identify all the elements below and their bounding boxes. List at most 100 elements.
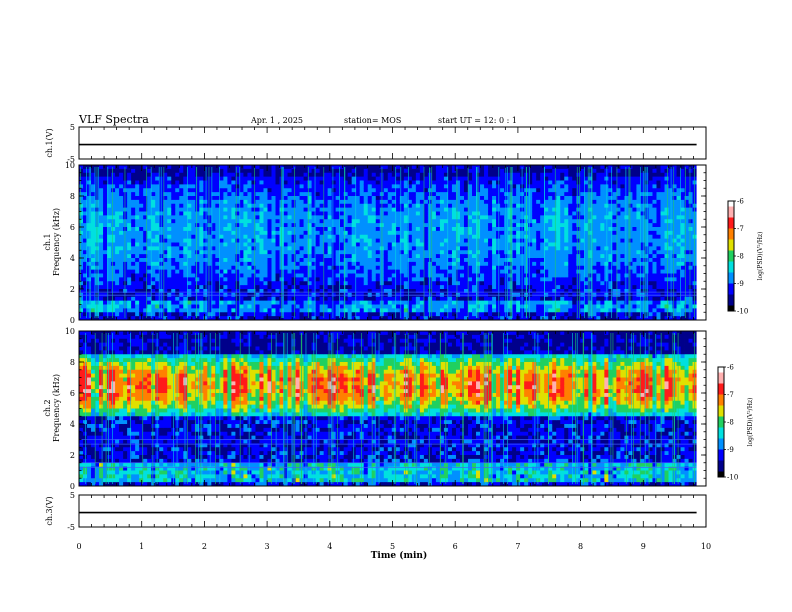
spectrogram-cell xyxy=(447,273,453,278)
spectrogram-cell xyxy=(123,308,128,313)
spectrogram-cell xyxy=(468,238,473,243)
spectrogram-cell xyxy=(484,254,489,259)
spectrogram-cell xyxy=(472,304,477,309)
spectrogram-cell xyxy=(480,192,485,197)
spectrogram-cell xyxy=(387,300,393,305)
spectrogram-cell xyxy=(271,199,276,205)
spectrogram-cell xyxy=(123,289,128,294)
spectrogram-cell xyxy=(183,273,188,278)
spectrogram-cell xyxy=(239,192,244,197)
spectrogram-cell xyxy=(183,254,188,259)
spectrogram-cell xyxy=(259,242,264,247)
spectrogram-cell xyxy=(167,184,172,189)
spectrogram-cell xyxy=(415,192,421,197)
spectrogram-cell xyxy=(199,234,204,240)
spectrogram-cell xyxy=(443,304,449,309)
spectrogram-cell xyxy=(431,165,437,170)
spectrogram-cell xyxy=(279,176,284,181)
spectrogram-cell xyxy=(179,207,184,212)
spectrogram-cell xyxy=(367,277,373,282)
spectrogram-cell xyxy=(472,269,477,274)
spectrogram-cell xyxy=(492,277,497,282)
spectrogram-cell xyxy=(484,300,489,305)
spectrogram-cell xyxy=(323,281,329,286)
spectrogram-cell xyxy=(175,285,180,290)
spectrogram-cell xyxy=(435,254,441,259)
spectrogram-cell xyxy=(215,289,220,294)
spectrogram-cell xyxy=(187,192,192,197)
spectrogram-cell xyxy=(323,215,329,220)
spectrogram-cell xyxy=(107,254,112,259)
spectrogram-cell xyxy=(387,281,393,286)
spectrogram-cell xyxy=(175,254,180,259)
spectrogram-cell xyxy=(135,304,140,309)
spectrogram-cell xyxy=(235,192,240,197)
spectrogram-cell xyxy=(455,254,461,259)
spectrogram-cell xyxy=(251,165,256,170)
spectrogram-cell xyxy=(115,172,120,178)
spectrogram-cell xyxy=(391,265,397,271)
spectrogram-cell xyxy=(239,180,244,185)
spectrogram-cell xyxy=(203,176,208,181)
spectrogram-cell xyxy=(155,215,160,220)
spectrogram-cell xyxy=(163,312,168,317)
spectrogram-cell xyxy=(267,250,272,255)
spectrogram-cell xyxy=(303,199,308,205)
spectrogram-cell xyxy=(419,277,425,282)
spectrogram-cell xyxy=(488,207,493,212)
spectrogram-cell xyxy=(451,273,457,278)
spectrogram-cell xyxy=(564,188,569,193)
spectrogram-cell xyxy=(488,250,493,255)
spectrogram-cell xyxy=(203,273,208,278)
spectrogram-cell xyxy=(103,265,108,271)
spectrogram-cell xyxy=(512,281,517,286)
spectrogram-cell xyxy=(516,250,521,255)
spectrogram-cell xyxy=(536,308,541,313)
spectrogram-cell xyxy=(187,277,192,282)
spectrogram-cell xyxy=(472,172,477,178)
spectrogram-cell xyxy=(259,203,264,209)
spectrogram-cell xyxy=(167,316,172,321)
spectrogram-cell xyxy=(403,211,409,216)
spectrogram-cell xyxy=(175,188,180,193)
spectrogram-cell xyxy=(335,180,341,185)
spectrogram-cell xyxy=(395,165,401,170)
spectrogram-cell xyxy=(556,172,561,178)
spectrogram-cell xyxy=(347,316,353,321)
spectrogram-cell xyxy=(279,265,284,271)
spectrogram-cell xyxy=(231,234,236,240)
spectrogram-cell xyxy=(235,312,240,317)
spectrogram-cell xyxy=(455,250,461,255)
spectrogram-cell xyxy=(383,196,389,201)
spectrogram-cell xyxy=(516,316,521,321)
spectrogram-cell xyxy=(99,188,104,193)
spectrogram-cell xyxy=(488,184,493,189)
spectrogram-cell xyxy=(275,207,280,212)
spectrogram-cell xyxy=(203,230,208,236)
spectrogram-cell xyxy=(99,196,104,201)
spectrogram-cell xyxy=(279,196,284,201)
spectrogram-cell xyxy=(516,304,521,309)
spectrogram-cell xyxy=(115,281,120,286)
spectrogram-cell xyxy=(199,180,204,185)
spectrogram-cell xyxy=(139,289,144,294)
spectrogram-cell xyxy=(179,196,184,201)
spectrogram-cell xyxy=(303,192,308,197)
spectrogram-cell xyxy=(239,269,244,274)
spectrogram-cell xyxy=(207,184,212,189)
spectrogram-cell xyxy=(375,192,381,197)
spectrogram-cell xyxy=(291,304,296,309)
spectrogram-cell xyxy=(496,312,501,317)
spectrogram-cell xyxy=(91,199,96,205)
spectrogram-cell xyxy=(295,258,300,263)
spectrogram-cell xyxy=(512,304,517,309)
spectrogram-cell xyxy=(335,227,341,232)
spectrogram-cell xyxy=(459,300,465,305)
spectrogram-cell xyxy=(496,296,501,302)
spectrogram-cell xyxy=(375,234,381,240)
spectrogram-cell xyxy=(147,269,152,274)
spectrogram-cell xyxy=(403,199,409,205)
spectrogram-cell xyxy=(143,281,148,286)
spectrogram-cell xyxy=(99,184,104,189)
spectrogram-cell xyxy=(496,308,501,313)
